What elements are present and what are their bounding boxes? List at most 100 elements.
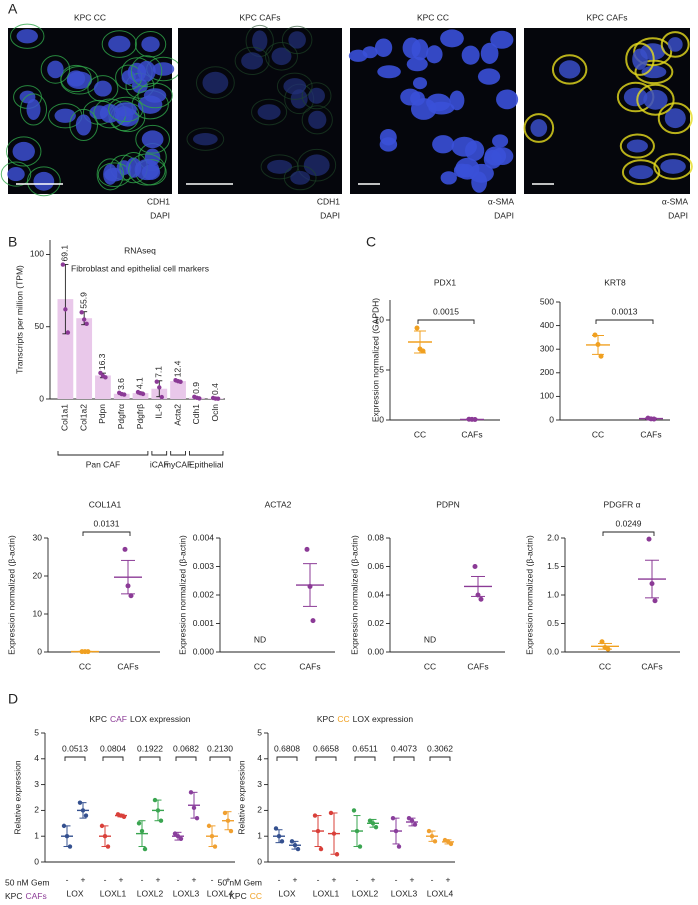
x-tick-label: Pdgfrα: [116, 404, 126, 429]
cell-membrane: [137, 82, 173, 109]
x-tick-label: CC: [79, 661, 91, 671]
cell-membrane: [26, 166, 61, 197]
row-label-part: KPC: [229, 891, 246, 901]
image-title: KPC CC: [74, 12, 106, 22]
cell-membrane: [621, 159, 661, 186]
x-tick-label: CC: [254, 661, 266, 671]
data-point: [84, 321, 89, 327]
chart-title-part: KPC: [317, 714, 334, 724]
data-point: [154, 379, 159, 384]
nucleus: [141, 130, 164, 149]
chart-title-part: CC: [337, 714, 349, 724]
significance-bracket: [429, 756, 451, 761]
nucleus: [26, 98, 41, 120]
chart-title: KPC CC LOX expression: [317, 714, 414, 724]
cell-membrane: [10, 23, 45, 49]
data-point: [420, 348, 426, 354]
row-label-part: CAFs: [25, 891, 46, 901]
x-tick-label: +: [332, 874, 337, 884]
cell-membrane: [265, 42, 298, 71]
nucleus: [406, 56, 428, 72]
data-point: [351, 808, 357, 813]
image-title: KPC CC: [417, 12, 449, 22]
nucleus: [643, 89, 668, 110]
nucleus: [496, 89, 519, 110]
y-tick-label: 4: [257, 753, 262, 763]
significance-bracket: [393, 756, 415, 761]
cell-membrane: [101, 30, 137, 58]
y-tick-label: 5: [257, 727, 262, 737]
panel-label: A: [8, 1, 18, 17]
stain-label: α-SMA: [662, 196, 688, 206]
nucleus: [290, 170, 311, 185]
significance-bracket: [139, 756, 161, 761]
nucleus: [252, 30, 268, 52]
y-tick-label: 0.08: [367, 532, 384, 542]
y-tick-label: 5: [379, 364, 384, 374]
bar: [113, 393, 130, 399]
nucleus: [152, 62, 175, 76]
nucleus: [348, 49, 368, 62]
cell-membrane: [234, 46, 270, 76]
y-axis-label: Expression normalized (β-actin): [349, 535, 359, 655]
nucleus: [47, 60, 64, 79]
y-tick-label: 0: [39, 393, 44, 403]
p-value: 0.0249: [616, 518, 642, 528]
nucleus: [93, 80, 112, 97]
nucleus: [451, 136, 477, 157]
group-bracket: [188, 451, 224, 456]
data-point: [215, 396, 221, 401]
y-tick-label: 0: [379, 414, 384, 424]
data-point: [83, 813, 89, 818]
nucleus: [16, 29, 38, 44]
y-axis-label: Expression normalized (β-actin): [177, 535, 187, 655]
row-label-part: KPC: [5, 891, 22, 901]
cell-membrane: [6, 136, 42, 167]
stain-label: CDH1: [147, 196, 170, 206]
group-label: myCAF: [164, 459, 192, 469]
y-tick-label: 10: [375, 314, 385, 324]
value-label: 7.1: [154, 366, 164, 378]
y-tick-label: 0.02: [367, 618, 384, 628]
nucleus: [412, 77, 428, 90]
bar: [132, 393, 149, 399]
data-point: [65, 330, 71, 335]
cell-membrane: [87, 75, 119, 103]
data-point: [157, 385, 162, 390]
stain-label: α-SMA: [488, 196, 514, 206]
p-value: 0.0682: [173, 743, 199, 753]
cell-membrane: [40, 55, 71, 84]
cell-membrane: [195, 66, 235, 100]
panel-label: C: [366, 234, 376, 250]
y-tick-label: 300: [540, 343, 554, 353]
x-tick-label: CC: [592, 429, 604, 439]
data-point: [197, 396, 202, 401]
nucleus: [483, 149, 502, 169]
y-tick-label: 20: [33, 570, 43, 580]
nucleus: [530, 119, 548, 137]
chart-title: ACTA2: [265, 499, 292, 509]
group-label: LOXL3: [391, 888, 418, 898]
y-tick-label: 0.04: [367, 589, 384, 599]
group-label: Pan CAF: [86, 459, 121, 469]
value-label: 4.1: [135, 377, 145, 389]
nucleus: [308, 87, 325, 104]
chart-title-part: LOX expression: [353, 714, 414, 724]
cell-membrane: [108, 96, 144, 123]
data-point: [178, 379, 183, 384]
x-tick-label: Ocln: [210, 404, 220, 422]
data-point: [142, 846, 148, 852]
row-label: 50 nM Gem: [5, 877, 49, 887]
group-label: LOXL2: [137, 888, 164, 898]
chart-subtitle: Fibroblast and epithelial cell markers: [71, 263, 209, 273]
value-label: 55.9: [78, 292, 88, 309]
nucleus: [33, 171, 55, 191]
row-label-part: CC: [250, 891, 262, 901]
nucleus: [480, 42, 499, 64]
p-value: 0.2130: [207, 743, 233, 753]
x-tick-label: +: [446, 874, 451, 884]
group-label: LOXL4: [427, 888, 454, 898]
nucleus: [402, 37, 421, 59]
group-bracket: [151, 451, 168, 456]
cell-membrane: [523, 113, 555, 143]
